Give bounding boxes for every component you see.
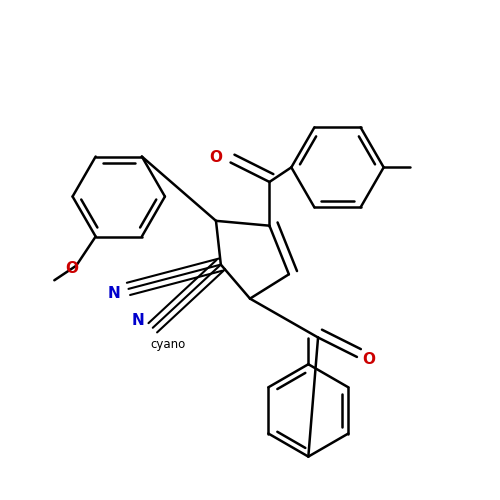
Text: N: N [108,286,120,301]
Text: cyano: cyano [150,338,186,351]
Text: cyano: cyano [130,298,166,311]
Text: O: O [210,150,222,165]
Text: O: O [65,260,78,276]
Text: O: O [362,352,376,367]
Text: N: N [132,313,144,328]
